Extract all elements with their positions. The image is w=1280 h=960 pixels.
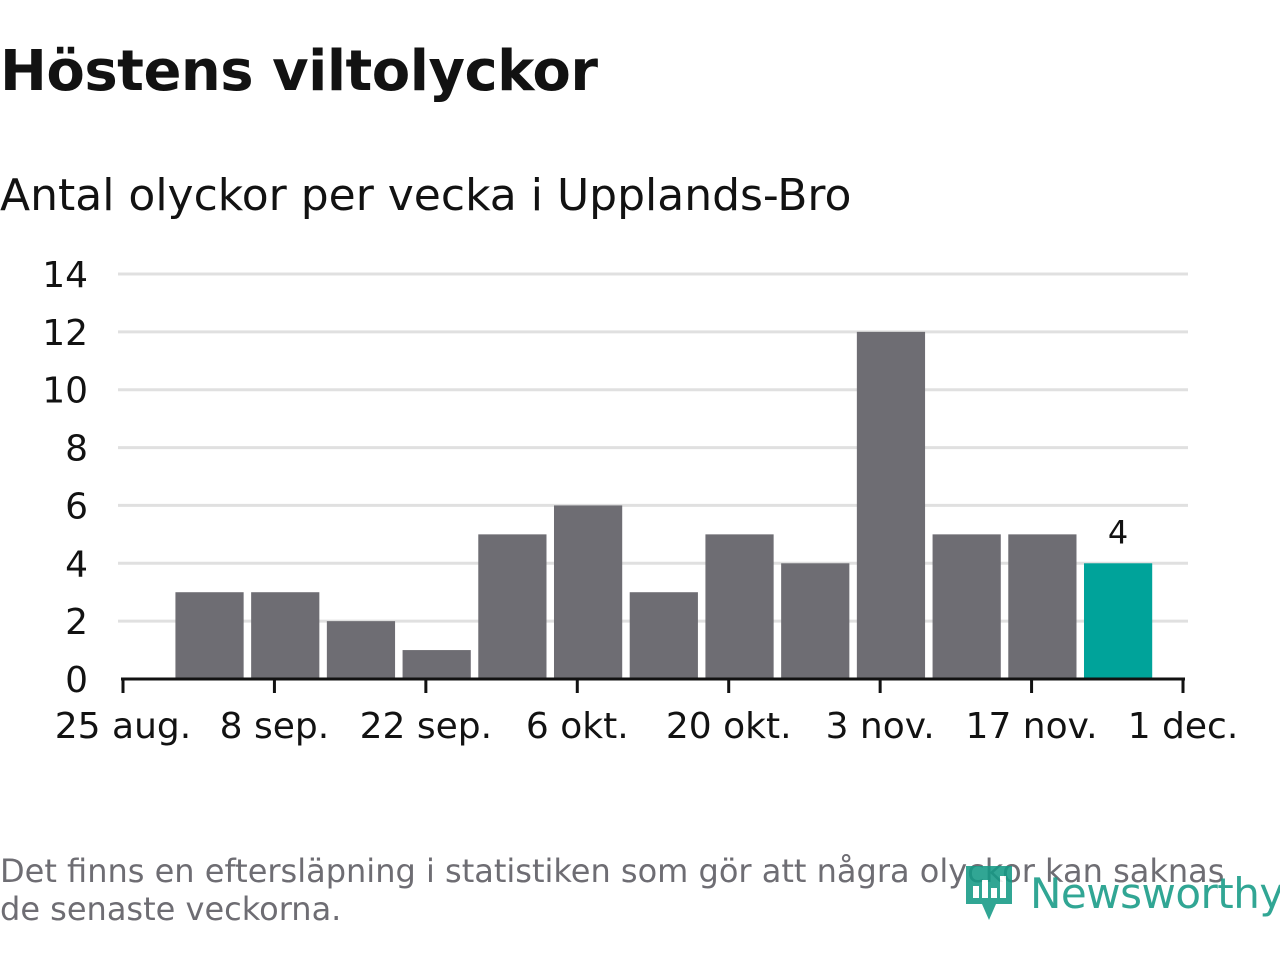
y-tick-label: 12 — [42, 313, 88, 354]
bar — [629, 592, 698, 679]
y-tick-label: 2 — [65, 602, 88, 643]
bar-highlighted — [1083, 563, 1153, 679]
bar — [478, 534, 547, 679]
x-tick-label: 3 nov. — [826, 706, 935, 747]
x-tick-label: 1 dec. — [1128, 706, 1239, 747]
y-tick-label: 6 — [65, 486, 88, 527]
bar — [402, 650, 471, 679]
bar — [553, 505, 623, 679]
newsworthy-logo: Newsworthy — [962, 858, 1280, 928]
x-axis-tick-labels: 25 aug. 8 sep. 22 sep. 6 okt. 20 okt. 3 nov. 1… — [55, 706, 1239, 747]
bar — [856, 331, 926, 679]
x-tick-label: 20 okt. — [666, 706, 792, 747]
y-tick-label: 8 — [65, 429, 88, 470]
chart-subtitle: Antal olyckor per vecka i Upplands-Bro — [0, 170, 852, 221]
x-tick-label: 17 nov. — [966, 706, 1098, 747]
bars — [175, 331, 1153, 679]
data-label: 4 — [1108, 513, 1128, 551]
newsworthy-logo-icon — [966, 866, 1012, 920]
x-axis — [121, 677, 1185, 693]
bar — [175, 592, 244, 679]
x-tick-label: 25 aug. — [55, 706, 191, 747]
bar — [326, 621, 396, 679]
x-tick-label: 6 okt. — [526, 706, 629, 747]
bar — [932, 534, 1001, 679]
bar — [251, 592, 320, 679]
y-tick-label: 0 — [65, 660, 88, 701]
bar — [1008, 534, 1077, 679]
x-tick-label: 22 sep. — [360, 706, 492, 747]
footnote: Det finns en eftersläpning i statistiken… — [0, 852, 1225, 928]
y-tick-label: 4 — [65, 544, 88, 585]
y-axis-tick-labels: 0 2 4 6 8 10 12 14 — [42, 255, 88, 701]
newsworthy-logo-text: Newsworthy — [1030, 868, 1280, 918]
y-tick-label: 10 — [42, 371, 88, 412]
y-tick-label: 14 — [42, 255, 88, 296]
data-labels: 4 — [1108, 513, 1128, 551]
bar — [705, 534, 774, 679]
bar — [781, 563, 850, 679]
chart-title: Höstens viltolyckor — [0, 39, 598, 104]
x-tick-label: 8 sep. — [220, 706, 330, 747]
